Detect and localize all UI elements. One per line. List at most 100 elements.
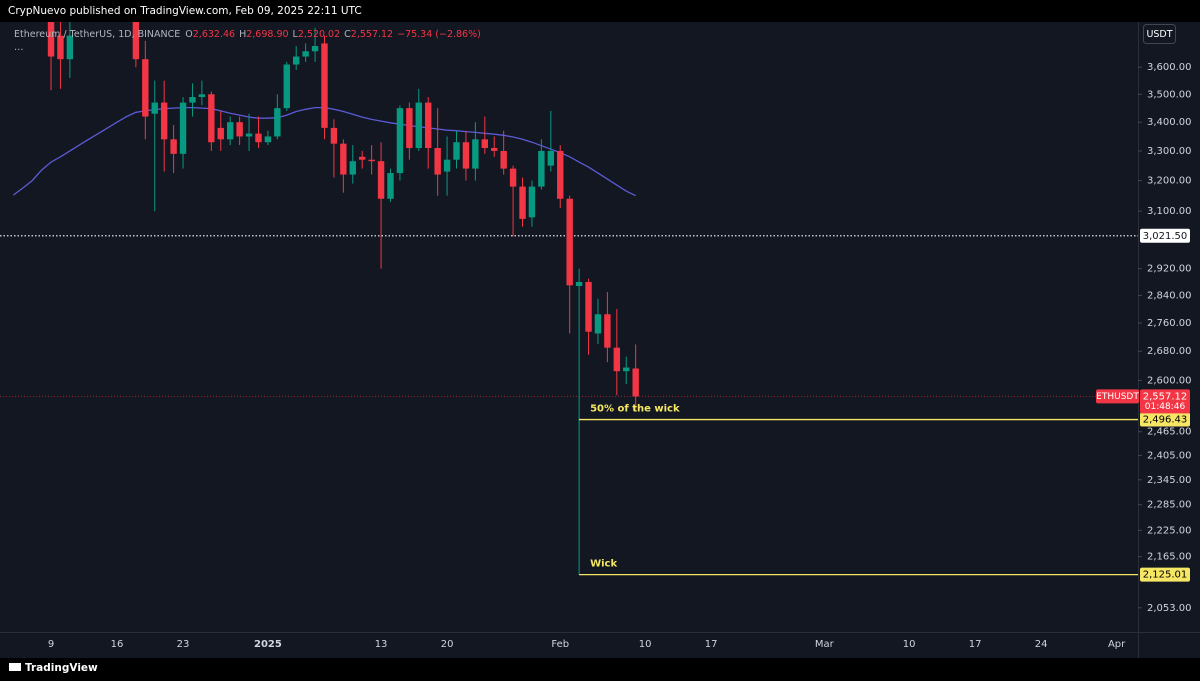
annotation-text: Wick xyxy=(590,559,617,570)
y-tick-label: 3,600.00 xyxy=(1147,62,1192,73)
ohlc-key: O xyxy=(185,29,192,40)
candle-body xyxy=(453,142,460,160)
candle-body xyxy=(66,35,74,60)
candle-body xyxy=(217,127,224,140)
candle-body xyxy=(500,150,507,169)
candle-body xyxy=(198,94,206,98)
candle-body xyxy=(575,281,583,287)
price-box xyxy=(1140,389,1190,414)
x-tick-label: Apr xyxy=(1108,639,1126,650)
countdown-label: 01:48:46 xyxy=(1145,402,1186,412)
candle-body xyxy=(547,150,555,166)
candle-body xyxy=(132,22,140,60)
level-price-box xyxy=(1140,228,1190,243)
ohlc-value: 2,520.02 xyxy=(298,29,340,40)
level-price-label: 3,021.50 xyxy=(1143,231,1188,242)
ohlc-value: 2,632.46 xyxy=(193,29,235,40)
candle-body xyxy=(349,161,356,175)
candle-body xyxy=(443,159,451,172)
symbol-label: ETHUSDT xyxy=(1096,392,1139,402)
candle-body xyxy=(406,108,413,149)
candle-body xyxy=(472,139,479,169)
candle-body xyxy=(509,168,517,187)
x-tick-label: 23 xyxy=(177,639,190,650)
candle-body xyxy=(632,368,639,397)
y-tick-label: 2,285.00 xyxy=(1147,500,1192,511)
y-tick-label: 2,840.00 xyxy=(1147,290,1192,301)
x-tick-label: 24 xyxy=(1035,639,1048,650)
candle-body xyxy=(226,122,234,140)
candle-body xyxy=(321,43,328,128)
ohlc-value: 2,557.12 xyxy=(351,29,393,40)
annotation-text: 50% of the wick xyxy=(590,404,680,415)
candle-body xyxy=(189,97,196,103)
candle-body xyxy=(245,133,253,137)
y-tick-label: 2,165.00 xyxy=(1147,552,1192,563)
y-tick-label: 2,053.00 xyxy=(1147,603,1192,614)
candle-body xyxy=(425,102,432,149)
x-tick-label: 20 xyxy=(441,639,454,650)
x-tick-label: 13 xyxy=(375,639,388,650)
candle-body xyxy=(415,102,422,149)
overlay: 3,600.00 3,500.00 3,400.00 3,300.00 3,200.00… xyxy=(48,62,1192,650)
currency-label[interactable]: USDT xyxy=(1146,29,1172,40)
price-label: 2,557.12 xyxy=(1143,391,1188,402)
candle-body xyxy=(264,136,272,143)
x-tick-label: Mar xyxy=(815,639,835,650)
top-bar xyxy=(0,0,1200,22)
candle-body xyxy=(151,102,158,114)
more-indicators[interactable]: ... xyxy=(14,42,24,53)
y-tick-label: 3,500.00 xyxy=(1147,89,1192,100)
candle-body xyxy=(557,150,564,199)
y-tick-label: 2,345.00 xyxy=(1147,475,1192,486)
ohlc-value: 2,698.90 xyxy=(246,29,288,40)
y-tick-label: 3,100.00 xyxy=(1147,206,1192,217)
candle-body xyxy=(387,173,394,199)
brand-logo xyxy=(9,663,21,671)
candle-body xyxy=(519,186,526,219)
symbol: Ethereum / TetherUS, 1D, BINANCE xyxy=(14,29,180,40)
annotation-price-label: 2,125.01 xyxy=(1143,570,1188,581)
x-tick-label: 10 xyxy=(903,639,916,650)
candle-body xyxy=(368,159,375,162)
candle-body xyxy=(179,102,187,154)
candle-body xyxy=(481,139,488,149)
ohlc-key: C xyxy=(344,29,351,40)
y-tick-label: 2,600.00 xyxy=(1147,375,1192,386)
candle-body xyxy=(274,108,281,137)
annotation-price-box xyxy=(1140,567,1190,582)
y-tick-label: 3,200.00 xyxy=(1147,176,1192,187)
candle-body xyxy=(47,22,55,57)
candle-body xyxy=(142,59,149,117)
y-tick-label: 2,680.00 xyxy=(1147,346,1192,357)
candle-body xyxy=(302,51,309,57)
candle-body xyxy=(604,314,611,348)
candle-body xyxy=(359,156,366,160)
candle-body xyxy=(462,142,470,169)
annotation-price-label: 2,496.43 xyxy=(1143,415,1188,426)
y-tick-label: 2,920.00 xyxy=(1147,264,1192,275)
candle-body xyxy=(255,133,262,143)
y-tick-label: 2,465.00 xyxy=(1147,427,1192,438)
chart-background xyxy=(0,22,1200,658)
x-tick-label: 17 xyxy=(969,639,982,650)
x-tick-label: Feb xyxy=(551,639,569,650)
candle-body xyxy=(585,281,592,332)
candle-body xyxy=(330,127,338,144)
x-tick-label: 16 xyxy=(111,639,124,650)
candle-body xyxy=(236,122,243,137)
candle-body xyxy=(283,64,290,109)
y-tick-label: 2,760.00 xyxy=(1147,318,1192,329)
y-tick-label: 3,400.00 xyxy=(1147,117,1192,128)
candle-body xyxy=(340,143,347,175)
candle-body xyxy=(566,198,573,286)
legend: Ethereum / TetherUS, 1D, BINANCE O2,632.4… xyxy=(14,29,481,40)
candle-body xyxy=(293,56,300,65)
candle-body xyxy=(434,148,441,175)
candle-body xyxy=(528,186,536,218)
currency-button[interactable] xyxy=(1143,24,1176,44)
candle-body xyxy=(623,367,630,372)
candle-body xyxy=(57,35,64,60)
x-tick-label: 9 xyxy=(48,639,54,650)
